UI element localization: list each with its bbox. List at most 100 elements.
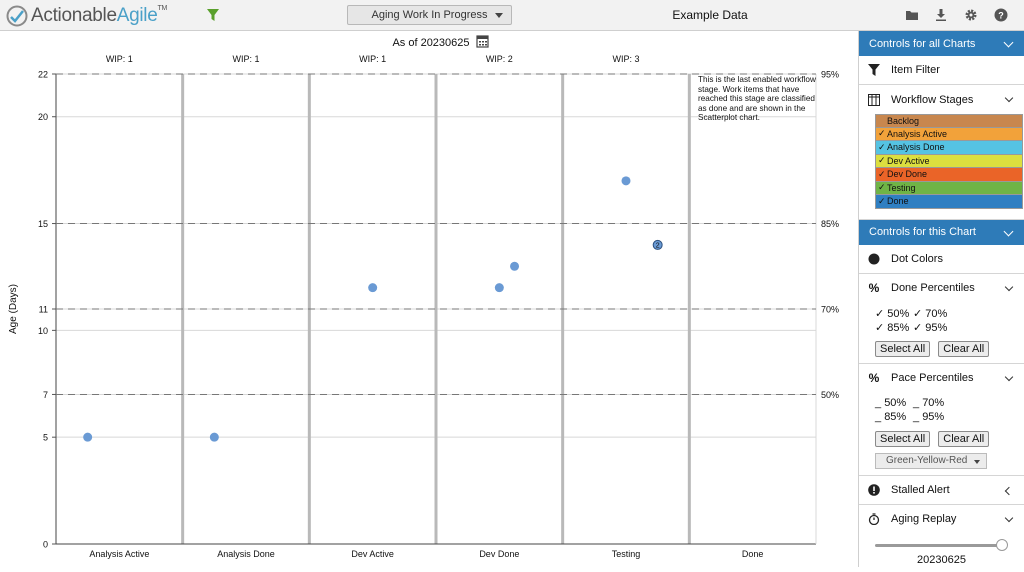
pace-select-all-button[interactable]: Select All (875, 430, 931, 447)
wip-count-label: WIP: 1 (232, 54, 259, 64)
stage-checkbox[interactable]: ✓ (878, 168, 886, 179)
stage-checkbox[interactable]: ✓ (878, 141, 886, 152)
percentile-label: 95% (821, 70, 839, 80)
x-category-label: Analysis Active (89, 549, 149, 559)
funnel-icon (867, 63, 881, 77)
dot-count-label: 2 (656, 243, 660, 250)
dot-colors-row[interactable]: Dot Colors (859, 245, 1024, 274)
aging-replay-label: Aging Replay (891, 513, 957, 525)
divider (859, 215, 1024, 220)
work-item-dot[interactable] (621, 176, 631, 186)
done-percentiles-row[interactable]: % Done Percentiles (859, 274, 1024, 303)
done-pct-50-checkbox[interactable]: ✓ 50% (875, 307, 910, 320)
stage-label: Done (887, 196, 909, 207)
chevron-down-icon (1003, 37, 1014, 48)
work-item-dot[interactable] (652, 239, 663, 250)
work-item-dot[interactable] (368, 283, 378, 293)
actionable-agile-logo: ActionableAgileTM (6, 4, 167, 28)
done-pct-85-checkbox[interactable]: ✓ 85% (875, 321, 910, 334)
y-tick-label: 7 (43, 390, 48, 400)
chevron-down-icon (974, 459, 980, 464)
color-scheme-label: Green-Yellow-Red (886, 455, 968, 466)
calendar-icon[interactable] (476, 35, 489, 48)
stage-checkbox[interactable]: ✓ (878, 182, 886, 193)
wip-count-label: WIP: 1 (106, 54, 133, 64)
workflow-stages-label: Workflow Stages (891, 93, 974, 106)
help-icon[interactable]: ? (994, 8, 1008, 22)
replay-date: 20230625 (917, 553, 966, 566)
y-axis-label: Age (Days) (8, 284, 19, 334)
as-of-date: As of 20230625 (392, 37, 469, 49)
work-item-dot[interactable] (83, 432, 93, 442)
stage-checkbox[interactable]: ✓ (878, 155, 886, 166)
controls-all-charts-label: Controls for all Charts (869, 37, 976, 50)
x-category-label: Dev Active (351, 549, 394, 559)
y-tick-label: 11 (39, 305, 48, 315)
done-clear-all-button[interactable]: Clear All (938, 340, 990, 357)
work-item-dot[interactable] (510, 261, 520, 271)
item-filter-row[interactable]: Item Filter (859, 56, 1024, 85)
percentile-label: 70% (821, 305, 839, 315)
replay-date-slider[interactable] (875, 534, 1008, 558)
logo-icon (6, 5, 28, 27)
workflow-stage-item[interactable]: ✓ Testing (875, 181, 1023, 195)
stage-checkbox[interactable]: ✓ (878, 128, 886, 139)
logo-text-agile: Agile (116, 5, 158, 26)
controls-this-chart-header[interactable]: Controls for this Chart (859, 219, 1024, 245)
stalled-alert-label: Stalled Alert (891, 483, 950, 496)
pace-percentiles-label: Pace Percentiles (891, 372, 974, 384)
gear-icon[interactable] (964, 8, 978, 22)
percent-icon: % (868, 281, 880, 295)
stopwatch-icon (867, 512, 881, 526)
workflow-stage-item[interactable]: ✓ Analysis Active (875, 127, 1023, 141)
svg-text:?: ? (998, 11, 1004, 21)
pace-pct-85-checkbox[interactable]: _ 85% (875, 410, 907, 423)
workflow-stages-row[interactable]: Workflow Stages (859, 85, 1024, 114)
y-tick-label: 0 (43, 540, 48, 550)
stage-label: Analysis Done (887, 142, 945, 153)
stalled-alert-row[interactable]: Stalled Alert (859, 476, 1024, 505)
workflow-stage-item[interactable]: Backlog (875, 114, 1023, 128)
controls-all-charts-header[interactable]: Controls for all Charts (859, 31, 1024, 56)
workflow-stage-item[interactable]: ✓ Done (875, 195, 1023, 209)
pace-clear-all-button[interactable]: Clear All (938, 430, 990, 447)
item-filter-label: Item Filter (891, 64, 940, 76)
wip-count-label: WIP: 2 (486, 54, 513, 64)
stage-label: Dev Done (887, 169, 928, 180)
x-category-label: Done (742, 549, 764, 559)
chevron-down-icon (1003, 226, 1014, 236)
chart-type-dropdown[interactable]: Aging Work In Progress (347, 5, 512, 25)
color-scheme-dropdown[interactable]: Green-Yellow-Red (875, 452, 987, 469)
done-pct-95-checkbox[interactable]: ✓ 95% (913, 321, 948, 334)
pace-pct-70-checkbox[interactable]: _ 70% (913, 396, 945, 409)
top-toolbar: ActionableAgileTM Aging Work In Progress… (0, 0, 1024, 31)
done-percentiles-options: ✓ 50% ✓ 70% ✓ 85% ✓ 95% Select All Clear… (859, 303, 1024, 364)
chart-type-label: Aging Work In Progress (371, 9, 488, 21)
pace-pct-95-checkbox[interactable]: _ 95% (913, 410, 945, 423)
done-percentiles-label: Done Percentiles (891, 282, 975, 294)
percentile-label: 50% (821, 390, 839, 400)
done-pct-70-checkbox[interactable]: ✓ 70% (913, 307, 948, 320)
work-item-dot[interactable] (209, 432, 219, 442)
pace-pct-50-checkbox[interactable]: _ 50% (875, 396, 907, 409)
pace-percentiles-row[interactable]: % Pace Percentiles (859, 364, 1024, 393)
logo-text-actionable: Actionable (31, 5, 117, 26)
workflow-stage-item[interactable]: ✓ Dev Done (875, 168, 1023, 182)
pace-percentiles-options: _ 50% _ 70% _ 85% _ 95% Select All Clear… (859, 393, 1024, 476)
stage-checkbox[interactable]: ✓ (878, 195, 886, 206)
chevron-down-icon (1004, 282, 1014, 291)
filter-icon[interactable] (206, 8, 220, 22)
dot-colors-label: Dot Colors (891, 252, 943, 265)
download-icon[interactable] (934, 8, 948, 22)
controls-this-chart-label: Controls for this Chart (869, 226, 976, 238)
aging-wip-chart: As of 20230625 Age (Days) 50% 70% 85% 95% 0… (0, 31, 858, 567)
done-select-all-button[interactable]: Select All (875, 340, 931, 357)
folder-icon[interactable] (905, 8, 919, 22)
work-item-dot[interactable] (494, 283, 504, 293)
aging-replay-row[interactable]: Aging Replay (859, 505, 1024, 534)
y-tick-label: 10 (38, 326, 48, 336)
workflow-stage-item[interactable]: ✓ Dev Active (875, 154, 1023, 168)
y-tick-label: 20 (38, 112, 48, 122)
workflow-stage-item[interactable]: ✓ Analysis Done (875, 141, 1023, 155)
slider-thumb[interactable] (996, 538, 1008, 551)
